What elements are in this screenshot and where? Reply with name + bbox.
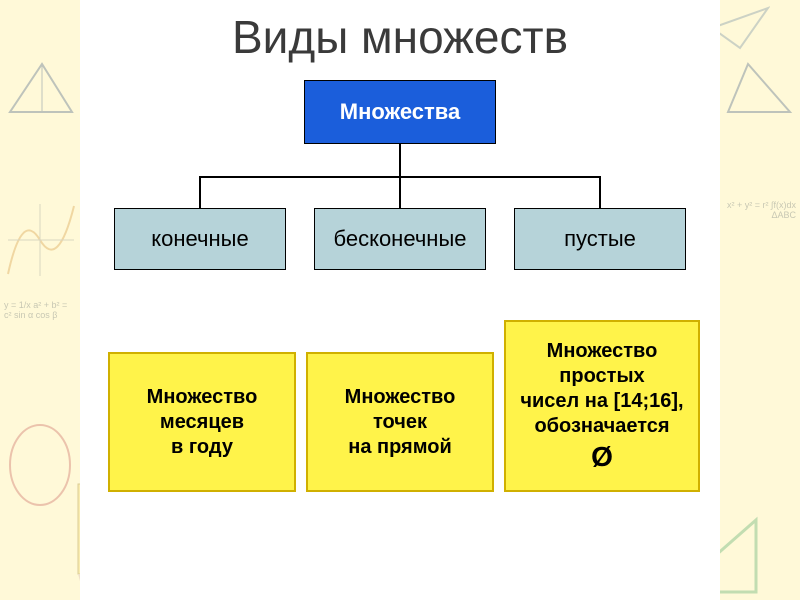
page-title: Виды множеств xyxy=(80,10,720,64)
empty-set-symbol: Ø xyxy=(591,441,613,472)
example-finite: Множество месяцев в году xyxy=(108,352,296,492)
tree-drop-left xyxy=(199,176,201,208)
example-line: в году xyxy=(171,436,233,458)
child-label: конечные xyxy=(151,226,248,252)
root-label: Множества xyxy=(340,99,461,125)
example-text: Множество месяцев в году xyxy=(147,385,258,460)
tree-stem xyxy=(399,144,401,178)
example-infinite: Множество точек на прямой xyxy=(306,352,494,492)
example-line: точек xyxy=(373,411,427,433)
example-line: на прямой xyxy=(348,436,452,458)
child-node-empty: пустые xyxy=(514,208,686,270)
bg-curve-2 xyxy=(2,420,78,510)
example-empty: Множество простых чисел на [14;16], обоз… xyxy=(504,320,700,492)
child-node-finite: конечные xyxy=(114,208,286,270)
example-text: Множество точек на прямой xyxy=(345,385,456,460)
content-panel: Виды множеств Множества конечные бесконе… xyxy=(80,0,720,600)
bg-formulas-right: x² + y² = r² ∫f(x)dx ΔABC xyxy=(724,200,796,220)
example-line: обозначается xyxy=(534,415,669,437)
example-line: Множество xyxy=(547,340,658,362)
example-line: Множество xyxy=(147,386,258,408)
bg-formulas-left: y = 1/x a² + b² = c² sin α cos β xyxy=(4,300,76,320)
child-label: бесконечные xyxy=(333,226,466,252)
example-line: простых xyxy=(559,365,644,387)
child-label: пустые xyxy=(564,226,636,252)
bg-triangle-1 xyxy=(6,60,76,116)
example-line: чисел на [14;16], xyxy=(520,390,683,412)
example-text: Множество простых чисел на [14;16], обоз… xyxy=(520,339,683,474)
root-node: Множества xyxy=(304,80,496,144)
bg-triangle-2 xyxy=(724,60,794,116)
bg-curve-1 xyxy=(2,200,78,280)
child-node-infinite: бесконечные xyxy=(314,208,486,270)
tree-drop-mid xyxy=(399,176,401,208)
example-line: месяцев xyxy=(160,411,244,433)
example-line: Множество xyxy=(345,386,456,408)
tree-drop-right xyxy=(599,176,601,208)
